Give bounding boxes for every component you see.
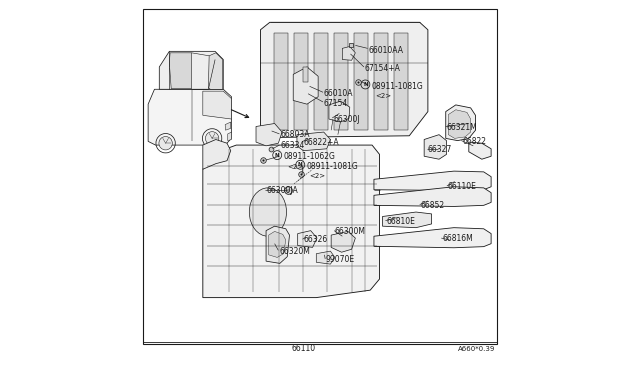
Text: A660*0.39: A660*0.39 [458,346,495,352]
Text: <2>: <2> [287,164,304,170]
Polygon shape [273,33,287,130]
Text: 66803A: 66803A [280,130,310,139]
Text: 66010A: 66010A [324,89,353,97]
Text: 66816M: 66816M [442,234,473,243]
Polygon shape [342,46,355,60]
Text: 66822+A: 66822+A [303,138,339,147]
Polygon shape [203,145,380,298]
Text: N: N [275,153,280,158]
Text: <2>: <2> [310,173,326,179]
Text: 67154: 67154 [324,99,348,108]
Text: 08911-1062G: 08911-1062G [283,153,335,161]
Text: 66326: 66326 [303,235,328,244]
Polygon shape [260,22,428,138]
Polygon shape [209,53,223,89]
Polygon shape [293,67,318,104]
Text: N: N [363,82,368,87]
Polygon shape [424,135,447,159]
Polygon shape [256,124,282,146]
Polygon shape [394,33,408,130]
Polygon shape [298,231,317,247]
Polygon shape [468,142,491,159]
Text: 99070E: 99070E [326,255,355,264]
Polygon shape [329,101,349,122]
Text: 66010AA: 66010AA [369,46,403,55]
Circle shape [159,137,172,150]
Polygon shape [294,33,308,130]
Text: 08911-1081G: 08911-1081G [371,82,423,91]
Text: 66300J: 66300J [333,115,360,124]
Text: 08911-1081G: 08911-1081G [306,162,358,171]
Polygon shape [203,91,232,119]
Polygon shape [374,171,491,190]
Polygon shape [316,251,335,264]
Polygon shape [203,140,231,169]
Polygon shape [314,33,328,130]
Text: 66321M: 66321M [447,123,477,132]
Polygon shape [445,105,476,141]
Polygon shape [331,231,355,252]
Polygon shape [374,228,491,248]
Polygon shape [374,33,388,130]
Polygon shape [297,132,330,151]
Text: 66300M: 66300M [335,227,366,236]
Polygon shape [170,53,191,89]
Text: N: N [298,162,303,167]
Text: 66810E: 66810E [386,217,415,226]
Polygon shape [266,226,289,263]
Polygon shape [334,33,348,130]
Polygon shape [228,132,232,141]
Polygon shape [148,89,232,145]
Text: 66110: 66110 [291,344,316,353]
Polygon shape [374,187,491,206]
Text: 66822: 66822 [462,137,486,146]
Text: <2>: <2> [375,93,391,99]
Text: 66334: 66334 [280,141,305,150]
Text: 67154+A: 67154+A [365,64,401,73]
Text: 66320M: 66320M [279,247,310,256]
Text: 66852: 66852 [420,201,445,210]
Polygon shape [269,231,286,257]
Polygon shape [225,122,231,130]
Ellipse shape [250,188,287,236]
Polygon shape [383,212,431,228]
Polygon shape [354,33,368,130]
Polygon shape [159,51,223,89]
Polygon shape [303,67,308,82]
Text: 66300JA: 66300JA [266,186,298,195]
Polygon shape [449,110,470,138]
Text: 66327: 66327 [428,145,452,154]
Text: 66110E: 66110E [447,182,476,191]
Circle shape [205,132,219,145]
